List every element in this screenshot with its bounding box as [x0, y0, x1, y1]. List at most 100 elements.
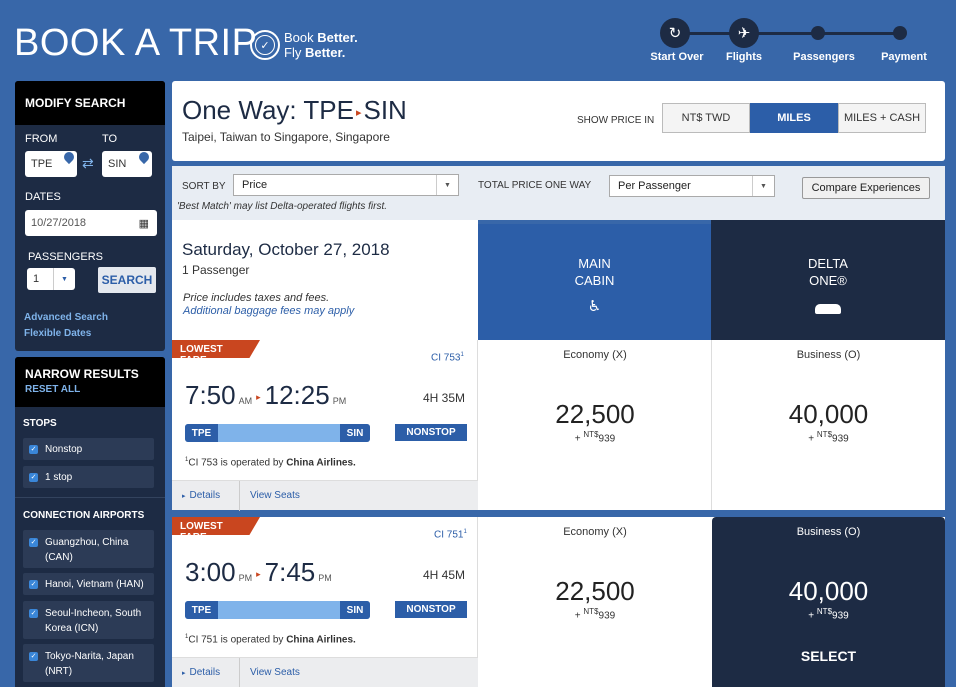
main-cabin-header[interactable]: MAIN CABIN ♿︎ — [478, 224, 711, 340]
checkbox-checked-icon[interactable]: ✓ — [29, 652, 38, 661]
date-info: Saturday, October 27, 2018 1 Passenger P… — [172, 220, 478, 340]
fare-class: Economy (X) — [563, 349, 627, 361]
arrow-right-icon: ▸ — [256, 568, 261, 579]
fare-miles: 40,000 — [788, 576, 869, 606]
fare-cash: + NT$939 — [574, 607, 616, 622]
baggage-fees-link[interactable]: Additional baggage fees may apply — [183, 305, 355, 317]
flight-number-link[interactable]: CI 7511 — [434, 529, 467, 541]
fare-cash: + NT$939 — [808, 430, 849, 445]
price-option-miles[interactable]: MILES — [750, 103, 838, 133]
compare-experiences-button[interactable]: Compare Experiences — [802, 177, 930, 199]
sort-bar: SORT BY Price ▼ TOTAL PRICE ONE WAY Per P… — [172, 166, 945, 220]
modify-search-panel: MODIFY SEARCH FROM TO TPE ⇄ SIN DATES 10… — [15, 81, 165, 351]
destination-code: SIN — [340, 601, 370, 619]
delta-one-fare-selected[interactable]: Business (O) 40,000 + NT$939 SELECT — [712, 517, 945, 687]
details-bar: ▸ Details View Seats — [172, 657, 478, 687]
fare-class: Economy (X) — [563, 526, 627, 538]
filter-can[interactable]: ✓ Guangzhou, China (CAN) — [23, 530, 154, 568]
fare-miles: 22,500 — [555, 399, 635, 429]
view-seats-link[interactable]: View Seats — [250, 490, 300, 501]
chevron-down-icon: ▼ — [53, 268, 75, 290]
filter-label: Tokyo-Narita, Japan (NRT) — [45, 651, 134, 677]
chevron-down-icon: ▼ — [752, 176, 774, 196]
to-input[interactable]: SIN — [102, 149, 152, 177]
fare-cash: + NT$939 — [808, 607, 849, 622]
main-cabin-fare[interactable]: Economy (X) 22,500 + NT$939 — [479, 517, 711, 687]
narrow-results-panel: NARROW RESULTS RESET ALL STOPS ✓ Nonstop … — [15, 357, 165, 687]
reset-all-link[interactable]: RESET ALL — [25, 384, 81, 395]
checkbox-checked-icon[interactable]: ✓ — [29, 444, 38, 454]
filter-nonstop[interactable]: ✓ Nonstop — [23, 438, 154, 460]
passengers-step-dot — [811, 26, 825, 40]
main-cabin-fare[interactable]: Economy (X) 22,500 + NT$939 — [479, 340, 711, 510]
divider — [15, 497, 165, 498]
location-pin-icon — [61, 149, 77, 165]
destination-code: SIN — [340, 424, 370, 442]
flight-duration: 4H 45M — [423, 568, 466, 582]
to-value: SIN — [108, 158, 127, 170]
location-pin-icon — [136, 149, 152, 165]
advanced-search-link[interactable]: Advanced Search — [24, 312, 108, 323]
delta-one-header[interactable]: DELTA ONE® — [711, 220, 945, 340]
details-link[interactable]: ▸ Details — [182, 667, 221, 678]
from-input[interactable]: TPE — [25, 149, 77, 177]
delta-one-line2: ONE® — [809, 273, 847, 288]
flight-row: LOWEST FARE CI 7511 3:00 PM ▸ 7:45 PM 4H 45M… — [172, 517, 945, 687]
checkbox-checked-icon[interactable]: ✓ — [29, 472, 38, 482]
passengers-label: PASSENGERS — [28, 251, 103, 263]
price-note: Price includes taxes and fees. — [183, 292, 330, 304]
checkbox-checked-icon[interactable]: ✓ — [29, 538, 38, 547]
flight-duration: 4H 35M — [423, 391, 466, 405]
step-start-over[interactable]: Start Over — [650, 51, 704, 63]
delta-one-fare[interactable]: Business (O) 40,000 + NT$939 — [712, 340, 945, 510]
date-value: 10/27/2018 — [31, 217, 87, 229]
filter-label: Nonstop — [45, 443, 83, 455]
view-seats-link[interactable]: View Seats — [250, 667, 300, 678]
per-passenger-select[interactable]: Per Passenger ▼ — [609, 175, 775, 197]
flight-info: LOWEST FARE CI 7531 7:50 AM ▸ 12:25 PM 4H 35… — [172, 340, 478, 511]
sort-select[interactable]: Price ▼ — [233, 174, 459, 196]
tagline-1: Book Better. — [284, 30, 358, 45]
to-label: TO — [102, 133, 118, 145]
total-price-label: TOTAL PRICE ONE WAY — [478, 180, 592, 191]
fare-cash: + NT$939 — [574, 430, 616, 445]
route-title: One Way: TPE ▸SIN — [182, 95, 407, 125]
fare-class: Business (O) — [796, 526, 861, 538]
caret-right-icon: ▸ — [182, 670, 186, 677]
price-option-miles-cash[interactable]: MILES + CASH — [838, 103, 926, 133]
details-link[interactable]: ▸ Details — [182, 490, 221, 501]
filter-nrt[interactable]: ✓ Tokyo-Narita, Japan (NRT) — [23, 644, 154, 682]
flight-times: 3:00 PM ▸ 7:45 PM — [185, 557, 332, 587]
swap-icon[interactable]: ⇄ — [82, 155, 94, 171]
main-cabin-line2: CABIN — [574, 273, 615, 288]
checkbox-checked-icon[interactable]: ✓ — [29, 609, 38, 618]
flight-times: 7:50 AM ▸ 12:25 PM — [185, 380, 347, 410]
start-over-icon[interactable]: ↻ — [660, 18, 690, 48]
select-button[interactable]: SELECT — [800, 648, 857, 665]
caret-right-icon: ▸ — [182, 493, 186, 500]
date-input[interactable]: 10/27/2018 ▦ — [25, 210, 157, 236]
tagline-2: Fly Better. — [284, 45, 346, 60]
flight-number-link[interactable]: CI 7531 — [431, 352, 464, 364]
filter-han[interactable]: ✓ Hanoi, Vietnam (HAN) — [23, 573, 154, 595]
route-subtitle: Taipei, Taiwan to Singapore, Singapore — [182, 130, 390, 144]
delta-logo-icon: ✓ — [250, 30, 280, 60]
passengers-select[interactable]: 1 ▼ — [27, 268, 75, 290]
flexible-dates-link[interactable]: Flexible Dates — [24, 328, 92, 339]
checkbox-checked-icon[interactable]: ✓ — [29, 579, 38, 589]
main-cabin-line1: MAIN — [578, 256, 611, 271]
price-option-twd[interactable]: NT$ TWD — [662, 103, 750, 133]
route-card: One Way: TPE ▸SIN Taipei, Taiwan to Singa… — [172, 81, 945, 161]
filter-icn[interactable]: ✓ Seoul-Incheon, South Korea (ICN) — [23, 601, 154, 639]
narrow-results-title: NARROW RESULTS — [25, 367, 139, 381]
narrow-results-header: NARROW RESULTS RESET ALL — [15, 357, 165, 407]
passengers-value: 1 — [33, 273, 40, 285]
fare-miles: 40,000 — [788, 399, 869, 429]
seat-icon: ♿︎ — [587, 298, 602, 315]
operated-by-note: 1CI 751 is operated by China Airlines. — [185, 634, 356, 646]
filter-1-stop[interactable]: ✓ 1 stop — [23, 466, 154, 488]
search-button[interactable]: SEARCH — [98, 267, 156, 293]
calendar-icon[interactable]: ▦ — [138, 218, 149, 230]
filter-label: Guangzhou, China (CAN) — [45, 537, 129, 563]
fare-miles: 22,500 — [555, 576, 635, 606]
